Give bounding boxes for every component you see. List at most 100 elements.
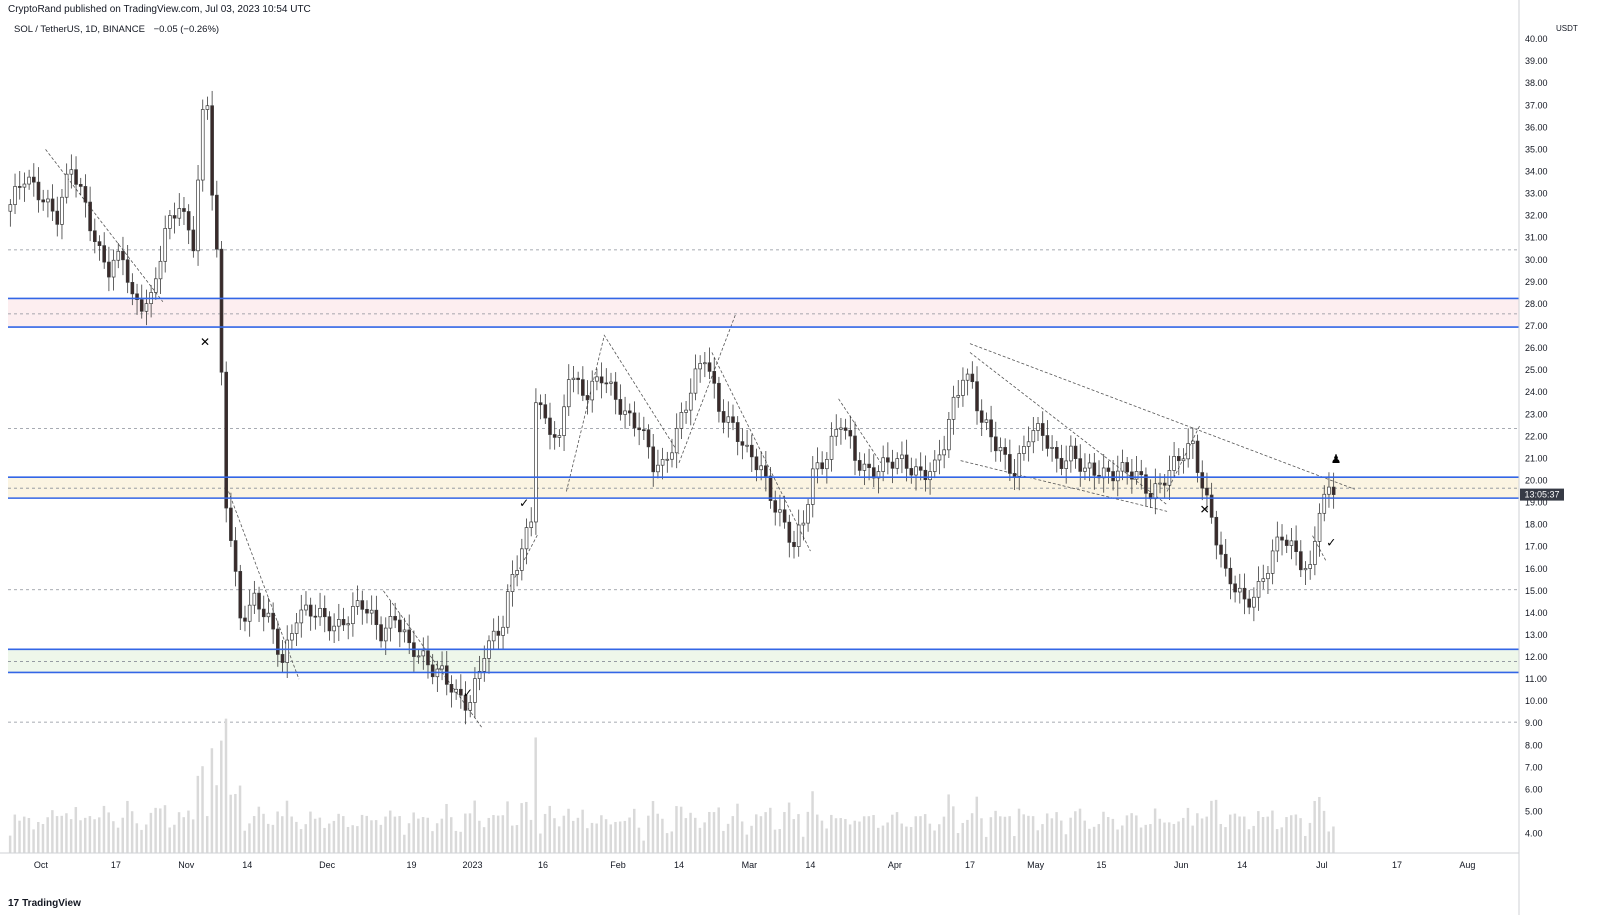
candle-body	[430, 664, 435, 678]
candle-body	[125, 259, 130, 283]
candle-body	[538, 402, 543, 406]
volume-bar	[942, 816, 946, 853]
chart-marker: ✓	[519, 496, 529, 510]
tradingview-logo: 17 TradingView	[8, 898, 81, 909]
volume-bar	[407, 823, 411, 853]
candle-body	[951, 396, 956, 420]
volume-bar	[534, 737, 537, 853]
candle-body	[857, 460, 862, 471]
candle-body	[998, 447, 1003, 452]
volume-bar	[750, 825, 753, 853]
candle-body	[1317, 512, 1322, 542]
volume-bar	[468, 813, 472, 853]
candle-body	[637, 427, 641, 431]
volume-bar	[614, 821, 617, 853]
volume-bar	[215, 785, 218, 853]
volume-bar	[862, 816, 866, 853]
candle-body	[1064, 460, 1068, 469]
candle-body	[909, 468, 914, 476]
volume-bar	[1036, 830, 1040, 853]
price-tick-label: 24.00	[1525, 387, 1548, 397]
volume-bar	[18, 820, 21, 853]
candle-body	[290, 633, 294, 641]
candle-body	[337, 619, 341, 627]
volume-bar	[295, 821, 298, 853]
volume-bar	[1294, 814, 1298, 853]
candle-body	[1083, 467, 1087, 472]
volume-bar	[22, 816, 26, 853]
symbol-legend[interactable]: SOL / TetherUS, 1D, BINANCE −0.05 (−0.26…	[14, 24, 219, 35]
volume-bar	[69, 819, 73, 853]
currency-label: USDT	[1556, 24, 1578, 33]
candle-body	[679, 412, 684, 429]
volume-bar	[1050, 818, 1054, 853]
candle-body	[529, 521, 534, 528]
candle-body	[862, 463, 867, 471]
volume-bar	[98, 817, 101, 853]
candle-body	[477, 670, 482, 679]
candle-body	[41, 199, 45, 203]
candle-body	[581, 379, 585, 396]
volume-bar	[374, 820, 378, 853]
price-tick-label: 27.00	[1525, 321, 1548, 331]
candle-body	[1256, 581, 1261, 598]
candle-body	[341, 619, 346, 626]
time-tick-label: 19	[407, 860, 417, 870]
volume-bar	[1252, 825, 1255, 853]
volume-bar	[1224, 827, 1227, 853]
candle-body	[707, 362, 712, 372]
volume-bar	[703, 822, 706, 853]
candle-body	[552, 434, 557, 438]
candle-body	[172, 215, 177, 219]
candle-body	[609, 381, 613, 384]
candle-body	[524, 527, 529, 550]
volume-bar	[553, 818, 556, 853]
volume-bar	[173, 824, 176, 853]
volume-bar	[440, 818, 444, 853]
volume-bar	[337, 813, 340, 853]
volume-bar	[661, 818, 664, 853]
candle-body	[1125, 462, 1129, 473]
volume-bar	[656, 813, 659, 853]
candle-body	[590, 380, 595, 401]
candle-body	[1139, 471, 1144, 476]
candle-body	[1247, 598, 1251, 608]
volume-bar	[881, 825, 885, 853]
volume-bar	[1313, 800, 1316, 853]
candle-body	[463, 694, 468, 711]
candle-body	[196, 179, 200, 252]
volume-bar	[163, 805, 167, 853]
candle-body	[993, 436, 998, 452]
price-tick-label: 28.00	[1525, 299, 1548, 309]
volume-bar	[229, 794, 232, 853]
volume-bar	[867, 816, 871, 853]
candle-body	[505, 591, 510, 628]
volume-bar	[332, 820, 336, 853]
candle-body	[989, 419, 993, 438]
volume-bar	[196, 775, 200, 853]
volume-bar	[891, 814, 894, 853]
volume-bar	[496, 815, 500, 853]
volume-bar	[586, 828, 589, 853]
candle-body	[932, 459, 937, 472]
candle-body	[510, 574, 515, 592]
volume-bar	[126, 800, 129, 853]
volume-bar	[351, 825, 354, 853]
price-tick-label: 35.00	[1525, 144, 1548, 154]
volume-bar	[708, 811, 711, 853]
volume-bar	[595, 823, 598, 853]
volume-bar	[365, 815, 368, 853]
volume-bar	[435, 823, 439, 853]
time-tick-label: 14	[674, 860, 684, 870]
candle-body	[665, 458, 670, 461]
volume-bar	[679, 806, 683, 853]
volume-bar	[1121, 825, 1124, 853]
candle-body	[1233, 583, 1237, 593]
volume-bar	[684, 818, 688, 853]
volume-bar	[112, 821, 115, 853]
candle-body	[548, 417, 552, 435]
time-tick-label: Mar	[742, 860, 758, 870]
volume-bar	[970, 813, 974, 853]
candle-body	[449, 684, 454, 693]
